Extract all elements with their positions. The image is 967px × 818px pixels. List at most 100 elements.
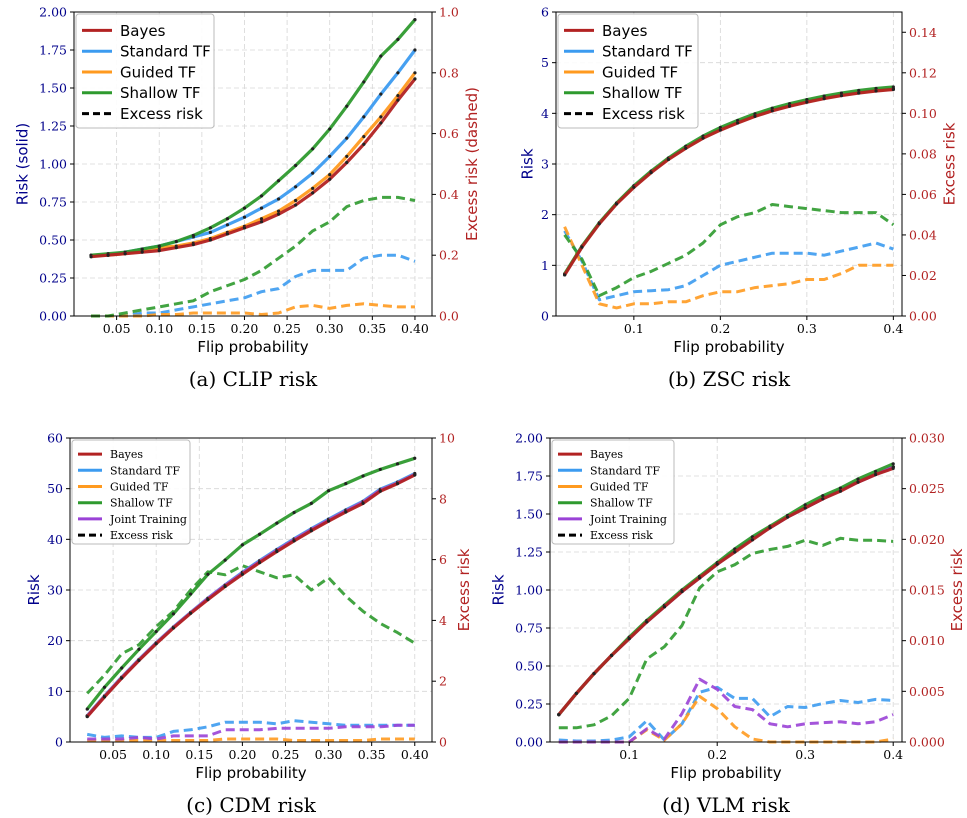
data-point-bayes: [225, 232, 230, 236]
y-tick-label: 0: [541, 309, 549, 324]
data-point-guided: [328, 173, 332, 177]
data-point-shallow: [174, 239, 178, 244]
y-tick-label: 4: [541, 106, 549, 121]
legend: Bayes Standard TF Guided TF Shallow TF Joint…: [551, 439, 675, 545]
data-point-bayes: [874, 89, 878, 93]
y-right-tick-label: 10: [439, 431, 455, 446]
data-point-bayes: [361, 501, 365, 505]
x-tick-label: 0.05: [103, 321, 131, 336]
y-axis-label: Risk: [518, 148, 536, 179]
y-right-tick-label: 0.12: [909, 65, 937, 80]
data-point-shallow: [326, 489, 331, 493]
y-right-tick-label: 0.00: [909, 309, 937, 324]
y-right-axis-label: Excess risk: [455, 548, 473, 631]
data-point-bayes: [701, 136, 705, 140]
legend-label: Bayes: [602, 22, 648, 40]
x-tick-label: 0.40: [401, 747, 429, 762]
data-point-standard: [294, 185, 298, 189]
x-tick-label: 0.05: [99, 747, 127, 762]
data-point-shallow: [874, 469, 878, 474]
data-point-bayes: [891, 87, 895, 92]
y-right-tick-label: 6: [439, 552, 447, 567]
data-point-bayes: [275, 549, 279, 554]
legend-label: Shallow TF: [590, 497, 653, 510]
data-point-shallow: [345, 104, 349, 108]
y-tick-label: 0.25: [515, 697, 543, 712]
y-tick-label: 2: [541, 207, 549, 222]
y-right-tick-label: 0.4: [439, 187, 459, 202]
series-shallow-risk-line: [85, 456, 416, 711]
data-point-shallow: [396, 37, 400, 41]
x-tick-label: 0.15: [185, 747, 213, 762]
legend-label: Bayes: [120, 22, 166, 40]
x-tick-label: 0.10: [142, 747, 170, 762]
data-point-bayes: [718, 128, 722, 132]
data-point-shallow: [379, 54, 383, 58]
data-point-bayes: [258, 561, 262, 565]
data-point-standard: [345, 136, 349, 140]
legend-label: Standard TF: [120, 43, 211, 61]
x-tick-label: 0.40: [401, 321, 429, 336]
y-right-tick-label: 0.000: [909, 735, 945, 750]
data-point-bayes: [240, 572, 244, 576]
data-point-bayes: [736, 121, 740, 125]
y-right-tick-label: 0.14: [909, 25, 937, 40]
data-point-shallow: [206, 572, 210, 576]
legend-label: Guided TF: [590, 480, 649, 493]
data-point-bayes: [259, 220, 264, 224]
y-right-tick-label: 4: [439, 613, 447, 628]
data-point-standard: [242, 215, 247, 219]
data-point-guided: [294, 198, 298, 203]
data-point-bayes: [396, 98, 400, 102]
data-point-shallow: [276, 179, 281, 183]
legend-label: Excess risk: [120, 105, 203, 123]
data-point-shallow: [891, 462, 895, 466]
legend-label: Standard TF: [602, 43, 693, 61]
y-tick-label: 1.00: [39, 157, 67, 172]
data-point-shallow: [803, 503, 807, 507]
x-tick-label: 0.1: [619, 747, 639, 762]
series-guided-excess-line: [563, 226, 894, 310]
data-point-shallow: [311, 147, 315, 151]
y-tick-label: 2.00: [39, 5, 67, 20]
data-point-bayes: [276, 212, 281, 216]
series-guided-excess-line: [558, 694, 894, 744]
x-tick-label: 0.1: [624, 321, 644, 336]
legend: Bayes Standard TF Guided TF Shallow TF Exces…: [557, 13, 699, 129]
y-right-tick-label: 0.04: [909, 227, 937, 242]
series-joint-excess-line: [558, 677, 894, 744]
data-point-bayes: [174, 246, 178, 250]
y-tick-label: 50: [47, 481, 63, 496]
data-point-bayes: [120, 676, 124, 680]
data-point-guided: [413, 71, 417, 75]
data-point-shallow: [85, 707, 89, 711]
data-point-shallow: [225, 217, 230, 221]
data-point-standard: [328, 154, 332, 158]
data-point-bayes: [610, 653, 614, 657]
data-point-standard: [362, 115, 366, 119]
legend-label: Standard TF: [110, 464, 180, 477]
data-point-shallow: [838, 486, 843, 490]
y-right-tick-label: 0.2: [439, 248, 459, 263]
y-tick-label: 1: [541, 258, 549, 273]
data-point-guided: [276, 209, 281, 213]
data-point-shallow: [362, 80, 366, 84]
legend-box: [557, 13, 699, 129]
data-point-standard: [413, 48, 417, 52]
data-point-bayes: [838, 489, 843, 493]
data-point-bayes: [805, 100, 809, 104]
y-right-tick-label: 0.0: [439, 309, 459, 324]
panel-caption: (a) CLIP risk: [189, 367, 318, 391]
data-point-bayes: [787, 104, 792, 108]
data-point-bayes: [698, 576, 702, 580]
y-tick-label: 2.00: [515, 431, 543, 446]
data-point-standard: [208, 230, 212, 234]
legend-label: Shallow TF: [120, 84, 201, 102]
series-shallow-risk-line: [90, 18, 417, 257]
data-point-bayes: [874, 472, 878, 477]
data-point-bayes: [666, 157, 671, 162]
y-tick-label: 0.00: [39, 309, 67, 324]
y-tick-label: 1.25: [39, 119, 67, 134]
series-standard-excess-line: [558, 685, 894, 743]
